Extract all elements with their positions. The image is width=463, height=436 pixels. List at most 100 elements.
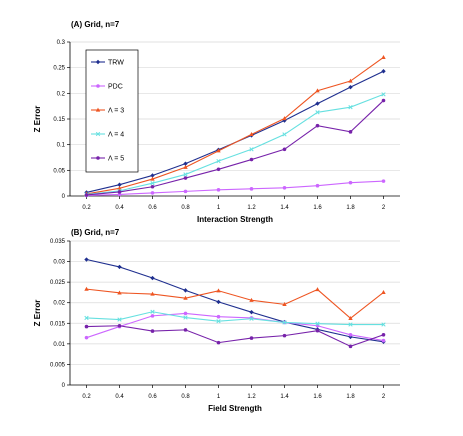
x-tick-label: 1	[217, 205, 221, 211]
x-tick-label: 0.8	[181, 394, 190, 400]
x-tick-label: 0.6	[148, 394, 157, 400]
data-point	[315, 88, 320, 93]
series-3	[84, 55, 386, 196]
y-tick-label: 0.03	[53, 260, 65, 266]
data-point	[150, 329, 155, 333]
data-point	[117, 182, 122, 187]
y-tick-label: 0.02	[53, 301, 65, 307]
data-point	[249, 132, 254, 136]
series-line	[86, 258, 384, 343]
data-point	[183, 328, 188, 332]
series-line	[86, 312, 384, 342]
data-point	[150, 181, 155, 186]
data-point	[150, 275, 155, 281]
data-point	[282, 301, 287, 306]
data-point	[84, 335, 89, 340]
series-5	[84, 98, 386, 197]
data-point	[348, 315, 353, 320]
data-point	[216, 288, 221, 293]
series-4	[84, 92, 386, 197]
data-point	[315, 328, 320, 333]
data-point	[84, 257, 89, 262]
data-point	[216, 299, 221, 305]
data-point	[150, 173, 155, 178]
series-1	[84, 257, 386, 344]
legend-label: Λ = 3	[108, 108, 124, 115]
data-point	[348, 180, 353, 185]
data-point	[117, 264, 122, 270]
legend-label: TRW	[108, 60, 124, 67]
legend-marker	[95, 131, 101, 137]
data-point	[150, 191, 155, 195]
data-point	[150, 176, 155, 181]
data-point	[348, 344, 353, 349]
data-point	[381, 333, 386, 337]
x-tick-label: 0.4	[115, 205, 124, 211]
data-point	[249, 187, 254, 191]
x-tick-label: 1.2	[247, 394, 256, 400]
data-point	[315, 123, 320, 128]
y-tick-label: 0.025	[50, 280, 66, 286]
y-tick-label: 0.05	[53, 168, 65, 174]
x-axis-label: Field Strength	[208, 404, 262, 413]
data-point	[183, 164, 188, 169]
x-tick-label: 1.4	[280, 394, 289, 400]
x-tick-label: 0.2	[82, 394, 91, 400]
series-line	[86, 93, 384, 196]
x-tick-label: 2	[382, 205, 386, 211]
x-tick-label: 1.6	[313, 205, 322, 211]
series-4	[84, 309, 386, 327]
data-point	[381, 69, 386, 74]
data-point	[282, 132, 287, 137]
data-point	[117, 290, 122, 295]
y-axis-label: Z Error	[33, 106, 42, 133]
x-tick-label: 1.4	[280, 205, 289, 211]
data-point	[117, 185, 122, 190]
y-tick-label: 0.015	[50, 321, 66, 327]
chart-title: (B) Grid, n=7	[71, 228, 120, 237]
legend-label: Λ = 4	[108, 132, 124, 139]
y-axis-label: Z Error	[33, 300, 42, 327]
legend-marker	[95, 59, 101, 65]
y-tick-label: 0.01	[53, 342, 65, 348]
data-point	[381, 92, 386, 97]
legend-label: PDC	[108, 84, 123, 91]
data-point	[315, 101, 320, 106]
chart-1: (A) Grid, n=7 0 0.05 0.1 0.15 0.2 0.25 0.3 0.2 0.…	[33, 20, 400, 224]
data-point	[348, 84, 353, 90]
x-tick-label: 0.8	[181, 205, 190, 211]
x-tick-label: 1	[217, 394, 221, 400]
y-tick-label: 0.15	[53, 117, 65, 123]
series-line	[86, 56, 384, 195]
data-point	[249, 157, 254, 162]
data-point	[282, 320, 287, 325]
series-line	[86, 311, 384, 326]
data-point	[381, 98, 386, 103]
legend-marker	[95, 107, 101, 112]
data-point	[315, 183, 320, 188]
data-point	[183, 189, 188, 194]
chart-2: (B) Grid, n=7 0 0.005 0.01 0.015 0.02 0.025 0.0…	[33, 228, 400, 413]
y-tick-label: 0.035	[50, 239, 66, 245]
data-point	[117, 323, 122, 328]
data-point	[348, 78, 353, 83]
data-point	[216, 340, 221, 345]
y-tick-label: 0.005	[50, 362, 66, 368]
data-point	[150, 291, 155, 296]
x-tick-label: 1.8	[346, 394, 355, 400]
x-tick-label: 1.6	[313, 394, 322, 400]
data-point	[249, 297, 254, 302]
data-point	[315, 287, 320, 292]
data-point	[84, 315, 89, 321]
data-point	[282, 118, 287, 123]
data-point	[117, 190, 122, 194]
x-tick-label: 1.2	[247, 205, 256, 211]
data-point	[381, 338, 386, 343]
data-point	[183, 295, 188, 300]
data-point	[348, 333, 353, 337]
data-point	[348, 322, 353, 327]
data-point	[216, 148, 221, 153]
y-tick-label: 0	[62, 194, 66, 200]
data-point	[381, 290, 386, 295]
data-point	[216, 319, 221, 324]
